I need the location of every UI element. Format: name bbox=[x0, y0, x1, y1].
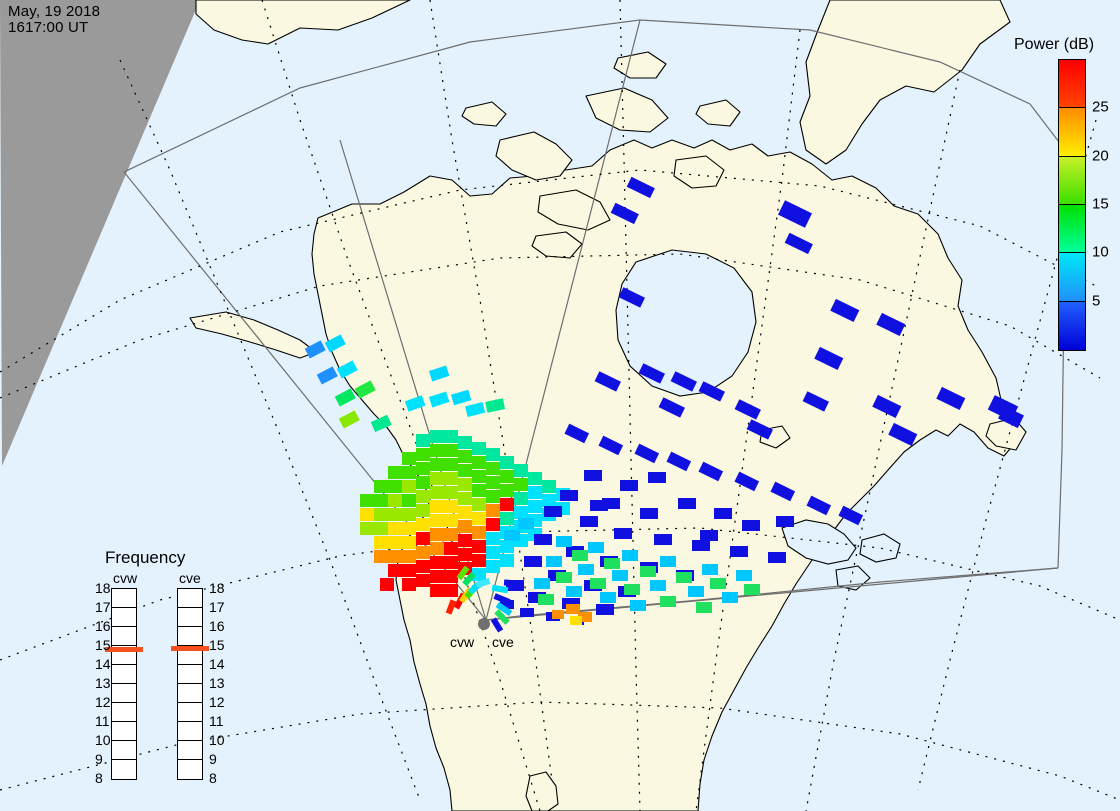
frequency-marker-cve bbox=[171, 645, 209, 651]
frequency-row bbox=[178, 589, 202, 608]
frequency-row bbox=[178, 703, 202, 722]
colorbar-segment-0 bbox=[1059, 60, 1085, 109]
frequency-scale-label-left-9: 9 bbox=[95, 751, 103, 767]
timestamp-time: 1617:00 UT bbox=[8, 19, 89, 36]
frequency-column-header-cve: cve bbox=[179, 570, 201, 586]
frequency-row bbox=[178, 665, 202, 684]
frequency-scale-label-left-16: 16 bbox=[95, 618, 111, 634]
frequency-bar-cve bbox=[177, 588, 203, 780]
frequency-row bbox=[178, 608, 202, 627]
colorbar-segment-2 bbox=[1059, 156, 1085, 205]
frequency-scale-label-right-9: 9 bbox=[209, 751, 217, 767]
frequency-row bbox=[112, 741, 136, 760]
frequency-row bbox=[112, 608, 136, 627]
frequency-row bbox=[112, 703, 136, 722]
frequency-scale-label-right-12: 12 bbox=[209, 694, 225, 710]
frequency-scale-label-right-10: 10 bbox=[209, 732, 225, 748]
cvw-main-lobe bbox=[360, 430, 570, 597]
backscatter-cells-cve bbox=[490, 176, 1024, 633]
terminator-shadow bbox=[0, 0, 200, 466]
frequency-row bbox=[112, 627, 136, 646]
colorbar-segment-3 bbox=[1059, 204, 1085, 254]
site-label-cvw: cvw bbox=[450, 634, 475, 650]
inland-water bbox=[615, 249, 901, 591]
frequency-scale-label-right-16: 16 bbox=[209, 618, 225, 634]
frequency-scale-label-right-14: 14 bbox=[209, 656, 225, 672]
frequency-row bbox=[178, 760, 202, 779]
colorbar-tick-5: 5 bbox=[1092, 292, 1101, 310]
frequency-row bbox=[112, 722, 136, 741]
colorbar-segment-5 bbox=[1059, 301, 1085, 350]
colorbar-tick-10: 10 bbox=[1092, 243, 1109, 261]
frequency-scale-label-right-18: 18 bbox=[209, 580, 225, 596]
timestamp-date: May, 19 2018 bbox=[8, 3, 101, 20]
frequency-scale-label-left-12: 12 bbox=[95, 694, 111, 710]
radar-site-marker bbox=[478, 618, 490, 630]
frequency-row bbox=[112, 646, 136, 665]
colorbar-segment-4 bbox=[1059, 253, 1085, 302]
frequency-legend-title: Frequency bbox=[105, 548, 186, 567]
frequency-scale-label-right-8: 8 bbox=[209, 770, 217, 786]
backscatter-cells-cvw bbox=[304, 334, 570, 615]
colorbar-segment-1 bbox=[1059, 108, 1085, 157]
colorbar-tick-25: 25 bbox=[1092, 98, 1109, 116]
frequency-bar-cvw bbox=[111, 588, 137, 780]
frequency-scale-label-left-18: 18 bbox=[95, 580, 111, 596]
frequency-row bbox=[112, 665, 136, 684]
frequency-row bbox=[178, 741, 202, 760]
frequency-scale-label-left-13: 13 bbox=[95, 675, 111, 691]
frequency-scale-label-left-14: 14 bbox=[95, 656, 111, 672]
frequency-scale-label-left-17: 17 bbox=[95, 599, 111, 615]
frequency-row bbox=[178, 627, 202, 646]
frequency-scale-label-left-15: 15 bbox=[95, 637, 111, 653]
frequency-scale-label-right-15: 15 bbox=[209, 637, 225, 653]
colorbar-title: Power (dB) bbox=[1014, 36, 1095, 53]
colorbar-tick-20: 20 bbox=[1092, 147, 1109, 165]
frequency-row bbox=[178, 722, 202, 741]
frequency-row bbox=[112, 684, 136, 703]
frequency-scale-label-left-8: 8 bbox=[95, 770, 103, 786]
frequency-marker-cvw bbox=[105, 646, 143, 652]
frequency-row bbox=[178, 646, 202, 665]
frequency-scale-label-left-10: 10 bbox=[95, 732, 111, 748]
colorbar-tick-15: 15 bbox=[1092, 195, 1109, 213]
frequency-scale-label-right-13: 13 bbox=[209, 675, 225, 691]
frequency-row bbox=[178, 684, 202, 703]
colorbar-gradient bbox=[1058, 59, 1086, 351]
site-label-cve: cve bbox=[492, 634, 514, 650]
frequency-column-header-cvw: cvw bbox=[113, 570, 138, 586]
cvw-near-range bbox=[445, 565, 491, 615]
frequency-scale-label-right-17: 17 bbox=[209, 599, 225, 615]
frequency-row bbox=[112, 589, 136, 608]
frequency-scale-label-right-11: 11 bbox=[209, 713, 224, 729]
frequency-row bbox=[112, 760, 136, 779]
frequency-legend: Frequency cvw cve 18 18 17 17 16 16 15 15 14 14 13… bbox=[95, 548, 235, 788]
frequency-scale-label-left-11: 11 bbox=[95, 713, 110, 729]
